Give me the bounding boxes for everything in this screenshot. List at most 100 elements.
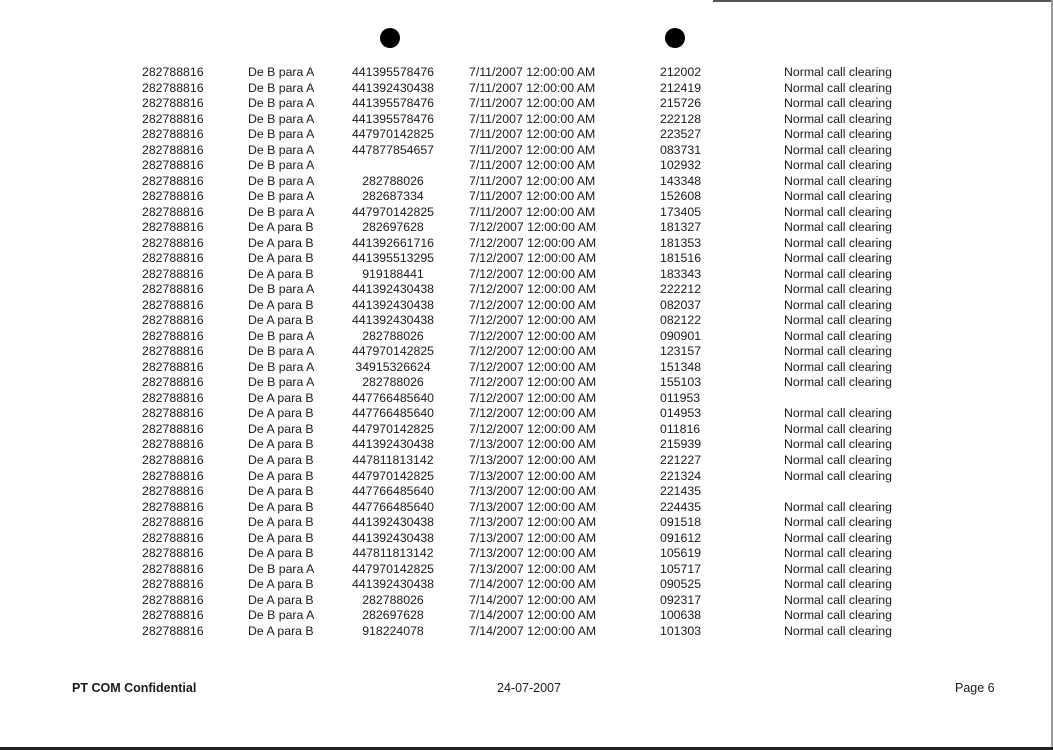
table-row: 282788816 De B para A 441392430438 7/11/200… [0,81,1053,97]
subscriber-number: 282788816 [142,111,204,126]
clearing-cause: Normal call clearing [784,65,892,79]
table-row: 282788816 De B para A 441395578476 7/11/200… [0,65,1053,81]
call-time: 222212 [660,282,702,297]
call-time: 105619 [660,546,702,561]
call-date: 7/11/2007 12:00:00 AM [469,111,596,126]
table-row: 282788816 De A para B 919188441 7/12/2007 1… [0,267,1053,283]
call-direction: De A para B [248,577,314,592]
clearing-cause: Normal call clearing [784,453,892,467]
subscriber-number: 282788816 [142,173,204,188]
table-row: 282788816 De B para A 282788026 7/12/2007 1… [0,329,1053,345]
clearing-cause: Normal call clearing [784,96,892,111]
call-direction: De A para B [248,484,314,499]
call-time: 092317 [660,592,702,607]
subscriber-number: 282788816 [142,468,204,483]
table-row: 282788816 De B para A 282788026 7/11/2007 1… [0,174,1053,190]
call-direction: De A para B [248,220,314,235]
subscriber-number: 282788816 [142,158,204,173]
call-time: 224435 [660,499,702,514]
clearing-cause: Normal call clearing [784,297,892,312]
call-date: 7/12/2007 12:00:00 AM [469,421,597,436]
table-row: 282788816 De A para B 441392661716 7/12/200… [0,236,1053,252]
call-time: 152608 [660,189,702,204]
clearing-cause: Normal call clearing [784,111,892,126]
other-party-number: 441392430438 [351,515,435,530]
call-date: 7/13/2007 12:00:00 AM [469,530,597,545]
clearing-cause: Normal call clearing [784,406,892,421]
call-time: 155103 [660,375,702,390]
clearing-cause: Normal call clearing [784,142,892,157]
call-time: 091612 [660,530,702,545]
call-date: 7/13/2007 12:00:00 AM [469,484,597,499]
call-direction: De A para B [248,406,314,421]
call-direction: De B para A [248,65,315,79]
call-time: 212002 [660,65,702,79]
subscriber-number: 282788816 [142,127,204,142]
subscriber-number: 282788816 [142,282,204,297]
other-party-number: 282788026 [362,328,424,343]
subscriber-number: 282788816 [142,313,204,328]
call-date: 7/11/2007 12:00:00 AM [469,65,596,79]
call-date: 7/12/2007 12:00:00 AM [469,375,597,390]
subscriber-number: 282788816 [142,80,204,95]
clearing-cause: Normal call clearing [784,173,892,188]
other-party-number: 447970142825 [351,344,435,359]
call-date: 7/13/2007 12:00:00 AM [469,437,597,452]
table-row: 282788816 De A para B 447766485640 7/13/200… [0,500,1053,516]
call-time: 222128 [660,111,702,126]
table-row: 282788816 De A para B 447766485640 7/12/200… [0,406,1053,422]
footer-page-number: Page 6 [955,681,995,695]
other-party-number: 447970142825 [351,204,435,219]
subscriber-number: 282788816 [142,359,204,374]
subscriber-number: 282788816 [142,96,204,111]
call-time: 223527 [660,127,702,142]
call-time: 102932 [660,158,702,173]
call-time: 083731 [660,142,702,157]
call-direction: De B para A [248,328,315,343]
subscriber-number: 282788816 [142,592,204,607]
call-time: 082122 [660,313,702,328]
table-row: 282788816 De A para B 918224078 7/14/2007 1… [0,624,1053,640]
other-party-number: 282788026 [362,592,424,607]
call-direction: De A para B [248,499,314,514]
call-time: 105717 [660,561,702,576]
clearing-cause: Normal call clearing [784,282,892,297]
subscriber-number: 282788816 [142,390,204,405]
call-time: 221324 [660,468,702,483]
call-time: 215939 [660,437,702,452]
subscriber-number: 282788816 [142,375,204,390]
subscriber-number: 282788816 [142,530,204,545]
other-party-number: 282697628 [362,608,424,623]
call-direction: De B para A [248,608,315,623]
table-row: 282788816 De A para B 441392430438 7/12/200… [0,313,1053,329]
subscriber-number: 282788816 [142,220,204,235]
call-time: 011953 [660,390,701,405]
clearing-cause: Normal call clearing [784,204,892,219]
other-party-number: 441392430438 [351,313,435,328]
call-direction: De B para A [248,96,315,111]
other-party-number: 447970142825 [351,421,435,436]
call-time: 143348 [660,173,702,188]
clearing-cause: Normal call clearing [784,437,892,452]
call-direction: De B para A [248,158,315,173]
call-date: 7/11/2007 12:00:00 AM [469,142,596,157]
call-time: 181327 [660,220,702,235]
call-direction: De A para B [248,530,314,545]
call-date: 7/14/2007 12:00:00 AM [469,608,597,623]
other-party-number: 441392430438 [351,437,435,452]
call-time: 091518 [660,515,702,530]
call-date: 7/11/2007 12:00:00 AM [469,189,596,204]
table-row: 282788816 De B para A 447970142825 7/11/200… [0,127,1053,143]
subscriber-number: 282788816 [142,453,204,467]
call-direction: De A para B [248,313,314,328]
call-date: 7/12/2007 12:00:00 AM [469,406,597,421]
call-date: 7/13/2007 12:00:00 AM [469,546,597,561]
call-direction: De B para A [248,127,315,142]
table-row: 282788816 De B para A 282697628 7/14/2007 1… [0,608,1053,624]
table-row: 282788816 De B para A 7/11/2007 12:00:00 A… [0,158,1053,174]
clearing-cause: Normal call clearing [784,235,892,250]
subscriber-number: 282788816 [142,344,204,359]
call-time: 181516 [660,251,702,266]
clearing-cause: Normal call clearing [784,468,892,483]
clearing-cause: Normal call clearing [784,251,892,266]
